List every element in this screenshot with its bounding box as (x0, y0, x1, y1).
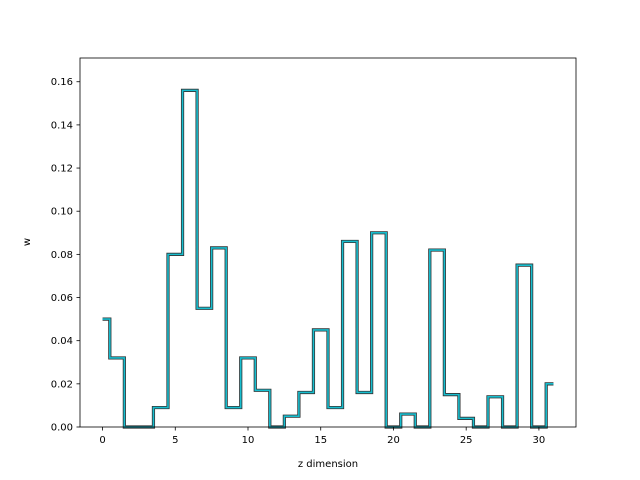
y-axis-label: w (22, 238, 33, 246)
y-axis: 0.00 0.02 0.04 0.06 0.08 0.10 0.12 0.14 0.16 (51, 77, 80, 434)
x-axis: 0 5 10 15 20 25 30 (99, 427, 545, 446)
series-line (102, 89, 554, 428)
x-tick-label: 30 (533, 435, 546, 446)
y-tick-label: 0.14 (51, 120, 73, 131)
x-tick-label: 25 (460, 435, 473, 446)
y-tick-label: 0.06 (51, 293, 73, 304)
y-tick-label: 0.04 (51, 336, 73, 347)
x-tick-label: 20 (387, 435, 400, 446)
plot-frame (79, 57, 577, 428)
x-axis-label: z dimension (298, 459, 358, 470)
y-tick-label: 0.16 (51, 77, 73, 88)
plot-area (102, 88, 554, 429)
y-tick-label: 0.00 (51, 423, 73, 434)
x-tick-label: 0 (99, 435, 105, 446)
y-tick-label: 0.08 (51, 250, 73, 261)
y-tick-label: 0.02 (51, 379, 73, 390)
y-tick-label: 0.12 (51, 164, 73, 175)
x-tick-label: 5 (172, 435, 178, 446)
x-tick-label: 15 (314, 435, 327, 446)
y-tick-label: 0.10 (51, 207, 73, 218)
x-tick-label: 10 (242, 435, 255, 446)
